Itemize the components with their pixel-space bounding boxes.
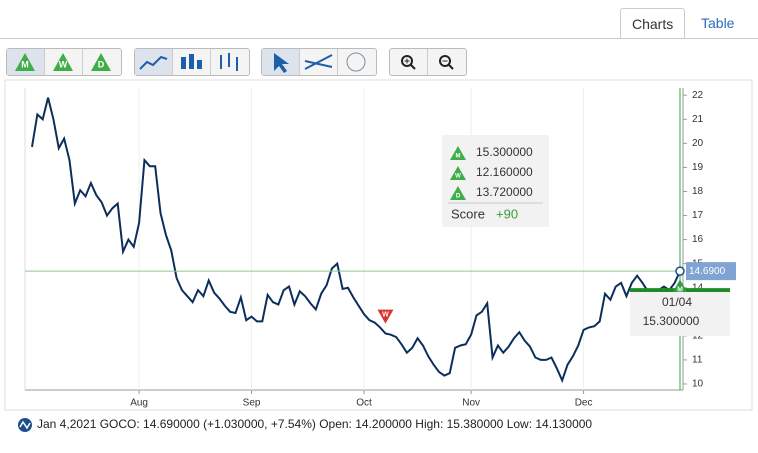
zoom-buttons <box>389 48 467 76</box>
button[interactable]: W <box>45 49 83 75</box>
y-tick-label: 20 <box>692 138 704 149</box>
y-tick-label: 19 <box>692 162 704 173</box>
button-label: M <box>21 59 29 69</box>
tab[interactable]: Charts <box>620 8 686 39</box>
tooltip-icon-label: M <box>456 154 461 160</box>
tooltip-icon-label: D <box>456 194 461 200</box>
signal-buttons: M W D <box>6 48 122 76</box>
y-tick-label: 17 <box>692 210 704 221</box>
signal-marker <box>377 309 394 324</box>
y-tick-label: 11 <box>692 355 703 366</box>
price-label-box <box>686 262 736 281</box>
tooltip-icon <box>450 146 466 160</box>
button[interactable]: M <box>7 49 45 75</box>
zoom-in[interactable] <box>390 49 428 75</box>
crosshair-value: 15.300000 <box>643 314 700 328</box>
button-label: D <box>98 59 105 69</box>
zoom-out[interactable] <box>428 49 466 75</box>
tooltip-value: 12.160000 <box>476 165 533 179</box>
x-tick-label: Nov <box>462 398 480 409</box>
price-label: 14.6900 <box>689 266 726 277</box>
tooltip-icon <box>450 166 466 180</box>
status-icon-glyph <box>19 420 31 430</box>
button[interactable]: D <box>83 49 121 75</box>
crosshair-box <box>630 292 730 336</box>
y-tick-label: 18 <box>692 186 704 197</box>
price-line <box>31 97 681 384</box>
tab[interactable]: Table <box>701 15 735 31</box>
tooltip-icon <box>450 186 466 200</box>
button[interactable] <box>211 49 249 75</box>
y-tick-label: 16 <box>692 234 704 245</box>
button[interactable] <box>300 49 338 75</box>
last-point <box>675 266 685 276</box>
tooltip-value: 13.720000 <box>476 185 533 199</box>
x-tick-label: Dec <box>575 398 593 409</box>
button-label: W <box>59 59 68 69</box>
signal-marker-label: W <box>382 311 389 318</box>
tooltip-value: 15.300000 <box>476 145 533 159</box>
button[interactable] <box>173 49 211 75</box>
tooltip-score-label: Score <box>451 206 485 221</box>
x-tick-label: Aug <box>130 398 148 409</box>
x-tick-label: Sep <box>243 398 261 409</box>
divider <box>0 38 758 39</box>
status-text: Jan 4,2021 GOCO: 14.690000 (+1.030000, +… <box>37 417 592 431</box>
y-tick-label: 21 <box>692 114 704 125</box>
signal-marker-label: M <box>677 286 683 293</box>
tooltip-score: +90 <box>496 206 518 221</box>
drawing-buttons <box>261 48 377 76</box>
crosshair-date: 01/04 <box>662 295 692 309</box>
y-tick-label: 10 <box>692 379 704 390</box>
button[interactable] <box>338 49 376 75</box>
x-tick-label: Oct <box>356 398 372 409</box>
signal-marker <box>672 279 688 294</box>
button[interactable] <box>135 49 173 75</box>
tooltip-icon-label: W <box>455 174 461 180</box>
button[interactable] <box>262 49 300 75</box>
y-tick-label: 22 <box>692 90 704 101</box>
chart-frame <box>4 79 753 411</box>
chart-type-buttons <box>134 48 250 76</box>
y-tick-label: 14 <box>692 282 704 293</box>
